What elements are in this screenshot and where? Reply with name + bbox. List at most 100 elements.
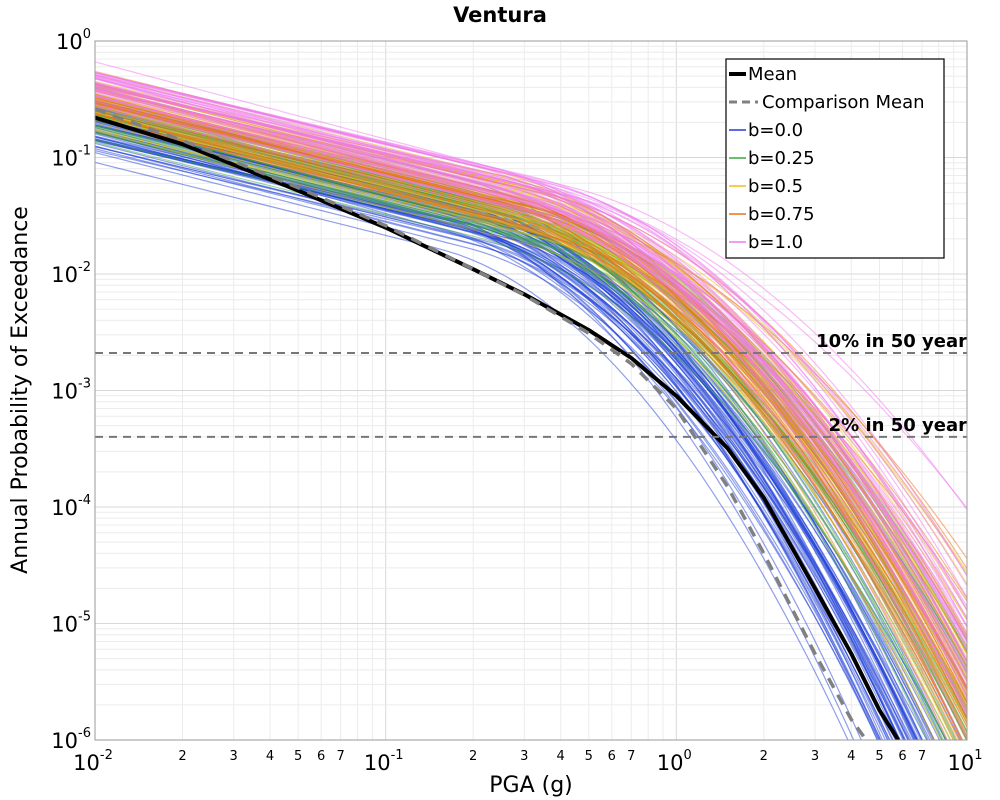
x-minor-tick-label: 7 [918,749,926,764]
hazard-curve-b-1-0 [95,87,967,663]
hazard-curve-b-1-0 [95,96,967,698]
x-minor-tick-label: 5 [294,749,302,764]
x-minor-tick-label: 6 [608,749,616,764]
x-minor-tick-label: 3 [230,749,238,764]
exceedance-level-label: 2% in 50 year [829,415,967,436]
y-tick-label: 10-4 [51,493,91,520]
hazard-curve-b-0-75 [95,112,963,740]
legend-item: b=1.0 [729,232,803,253]
comparison-mean-line [95,107,868,740]
x-minor-tick-label: 3 [520,749,528,764]
tick-exponent: -6 [78,726,91,741]
exceedance-level-label: 10% in 50 year [816,331,967,352]
hazard-curve-b-1-0 [95,72,967,638]
legend-label: b=0.0 [748,120,803,141]
hazard-curve-b-1-0 [95,91,967,673]
hazard-curve-b-1-0 [95,94,967,676]
hazard-curve-b-0-75 [95,112,963,740]
legend: Mean Comparison Mean b=0.0 b=0.25 b=0.5 b=0.7… [725,58,945,259]
hazard-curve-b-1-0 [95,75,967,713]
tick-base: 10 [51,147,78,171]
hazard-curve-b-0-75 [95,84,955,740]
legend-label: b=0.5 [748,176,803,197]
x-axis-label: PGA (g) [489,773,573,798]
x-minor-tick-label: 7 [627,749,635,764]
hazard-curve-b-0-75 [95,110,967,716]
x-minor-tick-label: 6 [898,749,906,764]
hazard-curve-b-0-25 [95,141,948,740]
hazard-curve-b-0-0 [95,146,882,740]
y-tick-label: 10-1 [51,144,91,171]
x-minor-tick-label: 2 [469,749,477,764]
x-minor-tick-label: 4 [847,749,855,764]
legend-item: b=0.0 [729,120,803,141]
legend-item: b=0.75 [729,204,815,225]
hazard-curve-b-0-75 [95,105,967,737]
hazard-curve-b-1-0 [95,82,967,577]
tick-base: 10 [56,30,83,54]
tick-base: 10 [51,263,78,287]
x-minor-tick-label: 7 [336,749,344,764]
hazard-curve-b-1-0 [95,103,967,607]
hazard-curve-b-1-0 [95,77,967,587]
mean-line [95,115,900,740]
tick-exponent: 0 [83,27,91,42]
tick-base: 10 [51,496,78,520]
hazard-curves [95,61,967,740]
y-tick-label: 10-3 [51,377,91,404]
hazard-curve-b-0-0 [95,152,891,740]
hazard-curve-b-1-0 [95,76,967,715]
hazard-curve-b-1-0 [95,106,967,683]
tick-exponent: 1 [974,748,982,763]
legend-item: b=0.5 [729,176,803,197]
tick-exponent: -3 [78,377,91,392]
x-minor-tick-label: 4 [266,749,274,764]
tick-exponent: -4 [78,493,91,508]
tick-exponent: 0 [684,748,692,763]
plot-frame [94,40,968,741]
legend-label: Comparison Mean [762,92,925,113]
tick-base: 10 [657,751,684,775]
x-minor-tick-label: 2 [760,749,768,764]
tick-base: 10 [947,751,974,775]
x-minor-tick-label: 5 [585,749,593,764]
tick-exponent: -1 [78,144,91,159]
tick-exponent: -2 [78,260,91,275]
hazard-curve-b-1-0 [95,77,967,626]
legend-label: b=1.0 [748,232,803,253]
hazard-curve-b-0-25 [95,139,947,740]
y-axis-label: Annual Probability of Exceedance [8,206,33,574]
band-b-1-0 [95,61,967,740]
y-tick-label: 10-6 [51,726,91,753]
x-minor-tick-label: 3 [811,749,819,764]
tick-exponent: -1 [391,748,404,763]
tick-exponent: -5 [78,610,91,625]
hazard-curve-b-0-0 [95,130,880,740]
x-minor-tick-label: 5 [875,749,883,764]
hazard-curve-b-1-0 [95,100,967,628]
tick-base: 10 [364,751,391,775]
legend-label: b=0.75 [748,204,815,225]
hazard-curve-b-0-0 [95,161,849,740]
tick-exponent: -2 [100,748,113,763]
hazard-curve-b-0-75 [95,117,963,740]
legend-label: b=0.25 [748,148,815,169]
hazard-curve-b-1-0 [95,82,967,509]
chart-title: Ventura [453,3,547,27]
x-tick-label: 100 [657,748,692,775]
tick-base: 10 [51,613,78,637]
tick-base: 10 [73,751,100,775]
x-minor-tick-label: 6 [317,749,325,764]
y-tick-label: 100 [56,27,91,54]
tick-base: 10 [51,380,78,404]
exceedance-levels: 10% in 50 year 2% in 50 year [95,331,967,438]
legend-item: b=0.25 [729,148,815,169]
hazard-curve-b-1-0 [95,85,967,666]
x-tick-label: 101 [947,748,982,775]
y-tick-label: 10-2 [51,260,91,287]
x-tick-label: 10-1 [364,748,404,775]
x-minor-tick-label: 4 [557,749,565,764]
